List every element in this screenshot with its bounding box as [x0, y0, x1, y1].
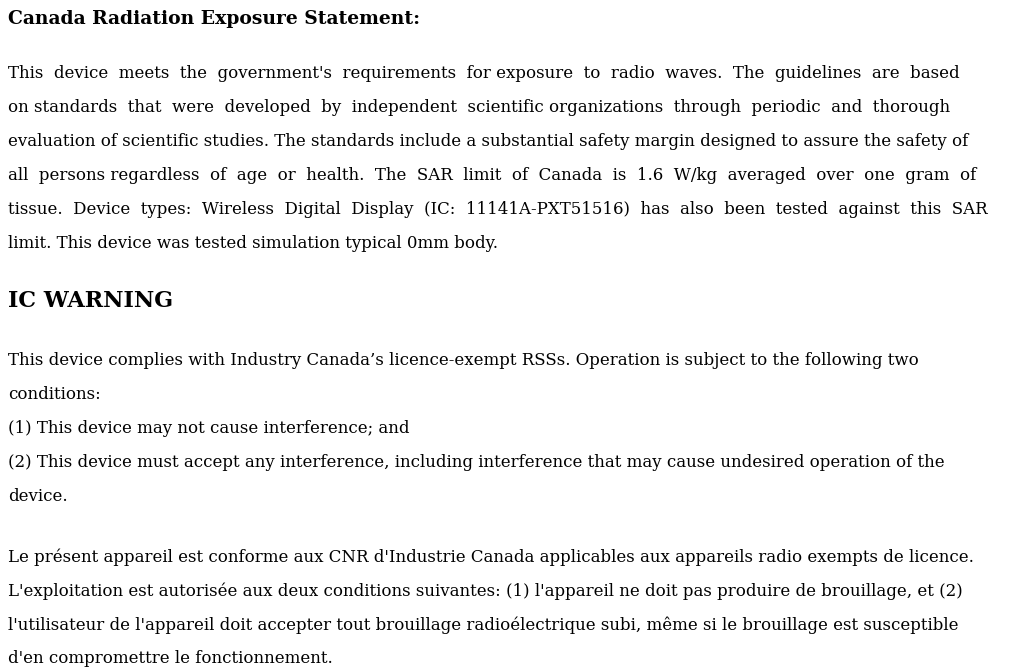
Text: limit. This device was tested simulation typical 0mm body.: limit. This device was tested simulation…: [8, 235, 498, 252]
Text: (2) This device must accept any interference, including interference that may ca: (2) This device must accept any interfer…: [8, 454, 945, 471]
Text: l'utilisateur de l'appareil doit accepter tout brouillage radioélectrique subi, : l'utilisateur de l'appareil doit accepte…: [8, 616, 958, 634]
Text: L'exploitation est autorisée aux deux conditions suivantes: (1) l'appareil ne do: L'exploitation est autorisée aux deux co…: [8, 582, 963, 600]
Text: on standards  that  were  developed  by  independent  scientific organizations  : on standards that were developed by inde…: [8, 99, 950, 116]
Text: This device complies with Industry Canada’s licence-exempt RSSs. Operation is su: This device complies with Industry Canad…: [8, 352, 918, 369]
Text: device.: device.: [8, 488, 67, 505]
Text: evaluation of scientific studies. The standards include a substantial safety mar: evaluation of scientific studies. The st…: [8, 133, 968, 150]
Text: conditions:: conditions:: [8, 386, 101, 403]
Text: tissue.  Device  types:  Wireless  Digital  Display  (IC:  11141A-PXT51516)  has: tissue. Device types: Wireless Digital D…: [8, 201, 988, 218]
Text: d'en compromettre le fonctionnement.: d'en compromettre le fonctionnement.: [8, 650, 333, 667]
Text: Le présent appareil est conforme aux CNR d'Industrie Canada applicables aux appa: Le présent appareil est conforme aux CNR…: [8, 548, 974, 565]
Text: This  device  meets  the  government's  requirements  for exposure  to  radio  w: This device meets the government's requi…: [8, 65, 960, 82]
Text: (1) This device may not cause interference; and: (1) This device may not cause interferen…: [8, 420, 410, 437]
Text: Canada Radiation Exposure Statement:: Canada Radiation Exposure Statement:: [8, 10, 420, 28]
Text: all  persons regardless  of  age  or  health.  The  SAR  limit  of  Canada  is  : all persons regardless of age or health.…: [8, 167, 976, 184]
Text: IC WARNING: IC WARNING: [8, 290, 173, 312]
